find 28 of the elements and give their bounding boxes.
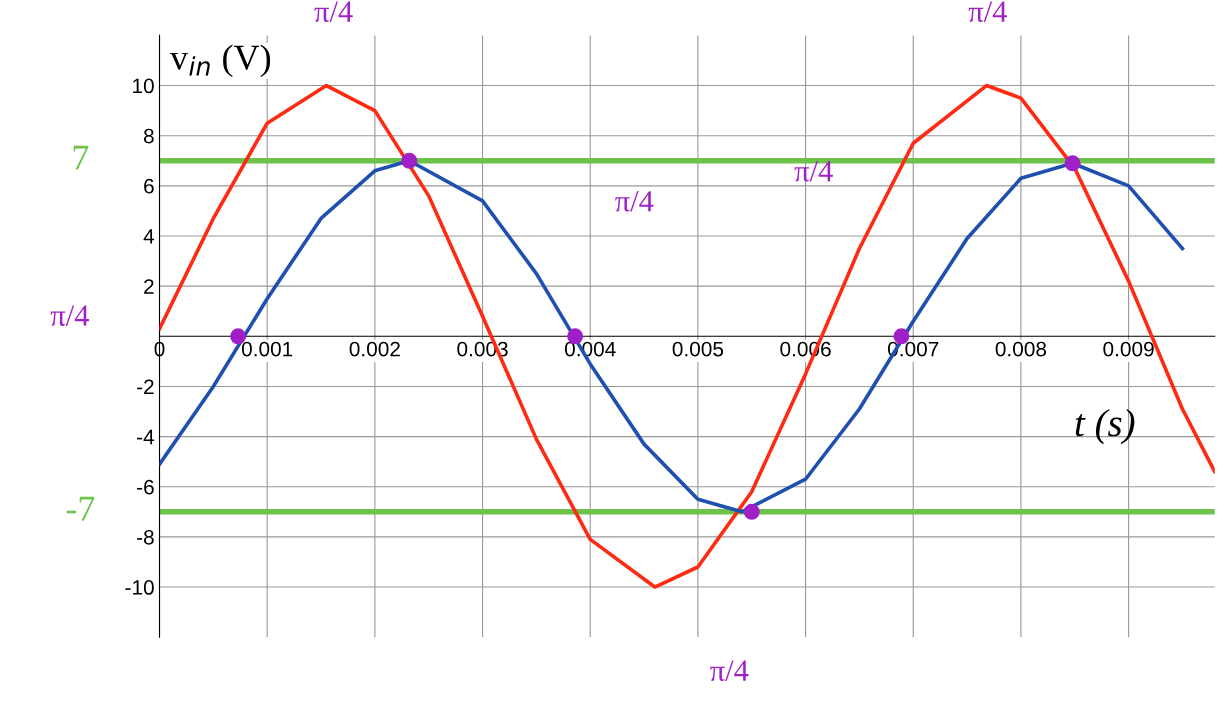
x-tick-label: 0.008 [995,341,1047,357]
text: π/4 [710,660,749,681]
y-tick-label: -6 [137,479,154,495]
y-tick-label: 6 [144,178,154,194]
x-axis-title: t (s) [1075,408,1135,445]
y-tick-label: -8 [137,529,154,545]
x-tick-label: 0.009 [1103,341,1154,357]
ref-line-label: -7 [66,496,95,521]
x-tick-label: 0.005 [672,341,724,357]
y-tick-label: -4 [137,429,155,445]
y-tick-label: 8 [143,128,154,144]
y-tick-label: 10 [133,78,154,94]
y-tick-label: 2 [144,279,154,294]
y-tick-label: -2 [137,379,154,394]
ref-line-label: 7 [73,145,89,170]
point [1064,155,1081,172]
text: π/4 [314,1,353,22]
y-axis-title: v$_{in}$ (V) [170,44,271,78]
text: π/4 [968,1,1007,22]
point [743,503,760,520]
x-tick-label: 0.002 [349,341,400,357]
y-tick-label: -10 [125,580,154,595]
point [401,152,418,169]
x-tick-label: 0.001 [241,341,293,357]
annotation: π/4 [794,161,833,182]
y-tick-label: 4 [143,229,155,244]
text: π/4 [50,305,89,326]
annotation: π/4 [615,191,654,212]
